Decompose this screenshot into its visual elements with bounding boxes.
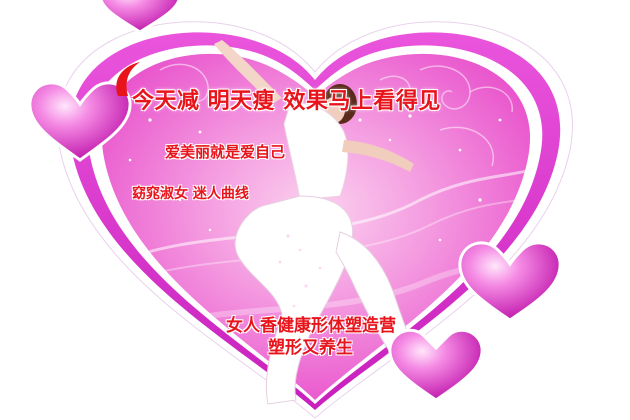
camp-title: 女人香健康形体塑造营 bbox=[226, 316, 396, 336]
heart-icon bbox=[458, 241, 562, 322]
swirl-decoration bbox=[159, 63, 513, 167]
swoosh-decoration bbox=[116, 62, 140, 96]
heart-icon bbox=[99, 0, 181, 34]
dancer-figure bbox=[214, 40, 421, 405]
slogan-text: 今天减 明天瘦 效果马上看得见 bbox=[132, 89, 441, 114]
heart-icon bbox=[28, 81, 132, 162]
heart-icon bbox=[388, 328, 484, 402]
tagline-love-yourself: 爱美丽就是爱自己 bbox=[165, 143, 286, 161]
camp-subtitle: 塑形又养生 bbox=[268, 338, 353, 358]
tagline-curves: 窈窕淑女 迷人曲线 bbox=[132, 186, 249, 202]
